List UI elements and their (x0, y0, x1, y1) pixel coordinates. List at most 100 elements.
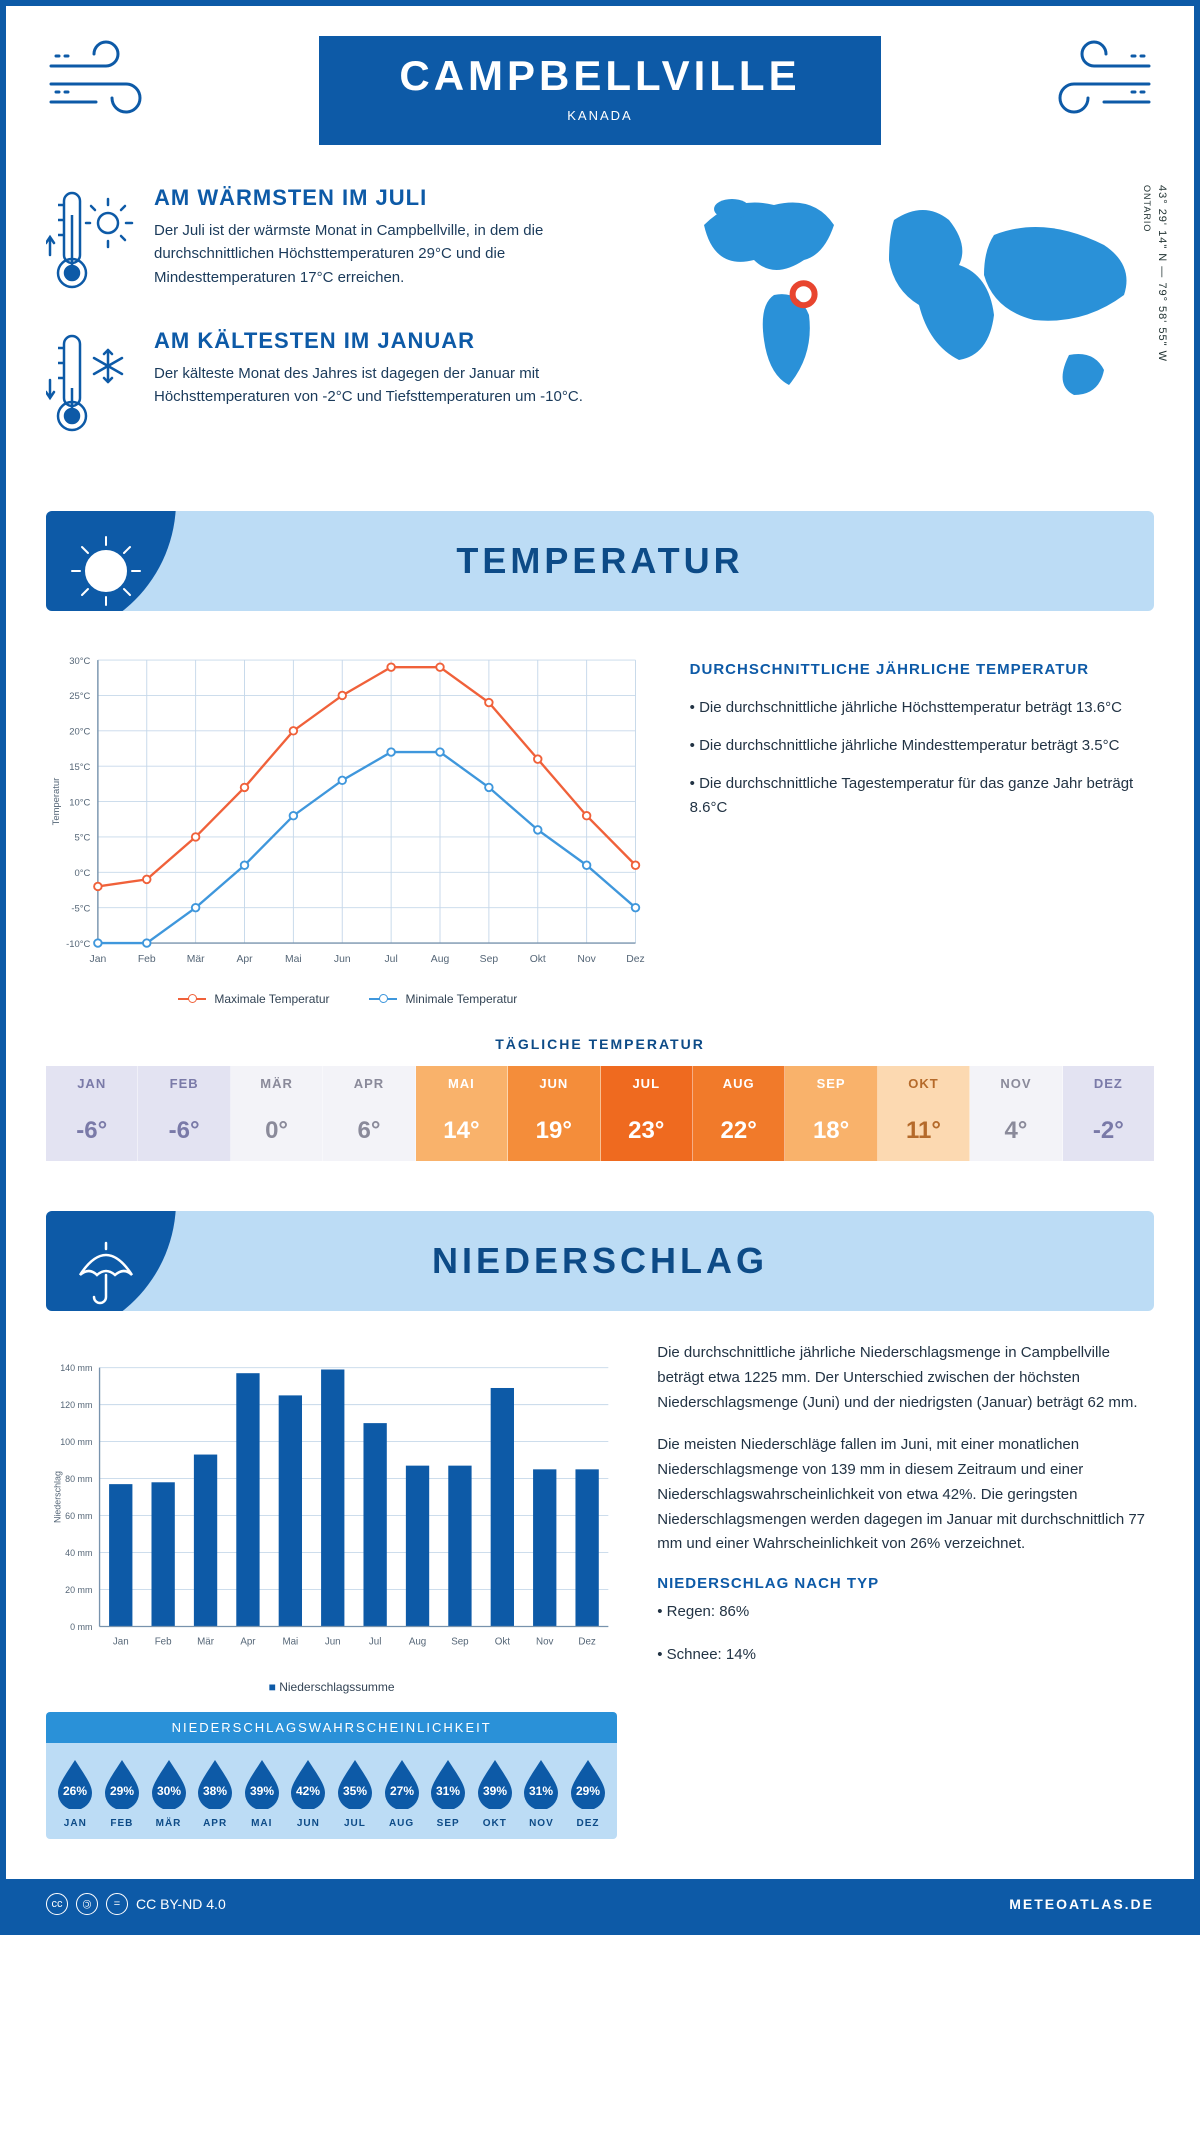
svg-text:Mär: Mär (187, 954, 205, 965)
precip-prob-drop: 31%SEP (425, 1757, 472, 1829)
svg-text:40 mm: 40 mm (65, 1548, 92, 1558)
svg-text:Mai: Mai (285, 954, 302, 965)
temperature-line-chart: -10°C-5°C0°C5°C10°C15°C20°C25°C30°CJanFe… (46, 641, 650, 1006)
world-map: ONTARIO 43° 29' 14" N — 79° 58' 55" W (674, 185, 1154, 471)
svg-text:Feb: Feb (138, 954, 156, 965)
coords-label: 43° 29' 14" N — 79° 58' 55" W (1156, 185, 1168, 362)
daily-cell: JUL23° (601, 1066, 693, 1161)
daily-cell: SEP18° (785, 1066, 877, 1161)
svg-text:35%: 35% (343, 1784, 367, 1798)
svg-text:39%: 39% (250, 1784, 274, 1798)
precip-prob-drop: 38%APR (192, 1757, 239, 1829)
svg-text:27%: 27% (390, 1784, 414, 1798)
svg-text:60 mm: 60 mm (65, 1511, 92, 1521)
precip-bar-chart: 0 mm 20 mm 40 mm 60 mm 80 mm 100 mm 120 mm 140 … (46, 1341, 617, 1671)
svg-text:29%: 29% (110, 1784, 134, 1798)
svg-text:20°C: 20°C (69, 726, 90, 737)
fact-warm-title: AM WÄRMSTEN IM JULI (154, 185, 644, 211)
temperature-title: TEMPERATUR (46, 540, 1154, 582)
svg-text:Jun: Jun (325, 1636, 341, 1647)
country-subtitle: KANADA (399, 108, 800, 123)
daily-cell: JUN19° (508, 1066, 600, 1161)
fact-coldest: AM KÄLTESTEN IM JANUAR Der kälteste Mona… (46, 328, 644, 443)
precip-prob-drop: 27%AUG (378, 1757, 425, 1829)
svg-text:Dez: Dez (578, 1636, 596, 1647)
svg-text:Niederschlag: Niederschlag (52, 1471, 62, 1523)
svg-text:0°C: 0°C (75, 867, 91, 878)
svg-text:Jan: Jan (90, 954, 107, 965)
svg-text:Okt: Okt (495, 1636, 511, 1647)
svg-text:Temperatur: Temperatur (50, 778, 61, 826)
svg-text:Jul: Jul (369, 1636, 382, 1647)
svg-text:Mai: Mai (282, 1636, 298, 1647)
svg-text:Nov: Nov (536, 1636, 554, 1647)
svg-text:26%: 26% (63, 1784, 87, 1798)
precip-prob-drop: 39%OKT (471, 1757, 518, 1829)
daily-temp-title: TÄGLICHE TEMPERATUR (46, 1036, 1154, 1052)
svg-text:140 mm: 140 mm (60, 1363, 92, 1373)
legend-max-temp: Maximale Temperatur (178, 992, 329, 1006)
license: cc🄯= CC BY-ND 4.0 (46, 1893, 226, 1915)
svg-text:Jan: Jan (113, 1636, 129, 1647)
wind-icon-right (1024, 36, 1154, 131)
svg-text:10°C: 10°C (69, 796, 90, 807)
daily-cell: MÄR0° (231, 1066, 323, 1161)
svg-text:Apr: Apr (240, 1636, 256, 1647)
svg-text:20 mm: 20 mm (65, 1585, 92, 1595)
section-bar-temperature: TEMPERATUR (46, 511, 1154, 611)
svg-text:120 mm: 120 mm (60, 1400, 92, 1410)
svg-text:30°C: 30°C (69, 655, 90, 666)
daily-cell: DEZ-2° (1063, 1066, 1154, 1161)
svg-text:Sep: Sep (451, 1636, 469, 1647)
daily-cell: FEB-6° (138, 1066, 230, 1161)
fact-cold-text: Der kälteste Monat des Jahres ist dagege… (154, 362, 644, 409)
temp-bullet: • Die durchschnittliche jährliche Höchst… (690, 696, 1154, 720)
svg-text:25°C: 25°C (69, 690, 90, 701)
title-banner: CAMPBELLVILLE KANADA (319, 36, 880, 145)
precip-prob-drop: 35%JUL (332, 1757, 379, 1829)
fact-warm-text: Der Juli ist der wärmste Monat in Campbe… (154, 219, 644, 289)
footer: cc🄯= CC BY-ND 4.0 METEOATLAS.DE (6, 1879, 1194, 1929)
region-label: ONTARIO (1142, 185, 1152, 232)
precip-legend: Niederschlagssumme (46, 1680, 617, 1694)
precip-snow: • Schnee: 14% (657, 1643, 1154, 1668)
temp-info-title: DURCHSCHNITTLICHE JÄHRLICHE TEMPERATUR (690, 661, 1154, 678)
umbrella-icon (46, 1211, 176, 1311)
temp-bullet: • Die durchschnittliche jährliche Mindes… (690, 734, 1154, 758)
daily-cell: JAN-6° (46, 1066, 138, 1161)
precip-prob-drop: 42%JUN (285, 1757, 332, 1829)
daily-cell: AUG22° (693, 1066, 785, 1161)
svg-text:30%: 30% (157, 1784, 181, 1798)
svg-text:-5°C: -5°C (71, 902, 90, 913)
precip-prob-drop: 29%FEB (99, 1757, 146, 1829)
svg-text:39%: 39% (483, 1784, 507, 1798)
site-name: METEOATLAS.DE (1009, 1896, 1154, 1912)
svg-text:Okt: Okt (530, 954, 546, 965)
svg-text:Sep: Sep (480, 954, 499, 965)
precip-type-title: NIEDERSCHLAG NACH TYP (657, 1575, 1154, 1592)
svg-text:Mär: Mär (197, 1636, 215, 1647)
svg-text:Jun: Jun (334, 954, 351, 965)
precip-prob-drop: 39%MAI (238, 1757, 285, 1829)
wind-icon-left (46, 36, 176, 131)
svg-text:Apr: Apr (236, 954, 253, 965)
precip-title: NIEDERSCHLAG (46, 1240, 1154, 1282)
svg-text:Jul: Jul (385, 954, 398, 965)
svg-text:0 mm: 0 mm (70, 1622, 92, 1632)
precip-text: Die durchschnittliche jährliche Niedersc… (657, 1341, 1154, 1839)
header: CAMPBELLVILLE KANADA (46, 36, 1154, 145)
precip-prob-drop: 26%JAN (52, 1757, 99, 1829)
section-bar-precip: NIEDERSCHLAG (46, 1211, 1154, 1311)
svg-text:5°C: 5°C (75, 832, 91, 843)
svg-text:38%: 38% (203, 1784, 227, 1798)
daily-temp-table: JAN-6°FEB-6°MÄR0°APR6°MAI14°JUN19°JUL23°… (46, 1066, 1154, 1161)
temp-bullet: • Die durchschnittliche Tagestemperatur … (690, 772, 1154, 820)
temperature-info: DURCHSCHNITTLICHE JÄHRLICHE TEMPERATUR •… (690, 641, 1154, 1006)
svg-text:Aug: Aug (431, 954, 450, 965)
svg-text:80 mm: 80 mm (65, 1474, 92, 1484)
svg-text:Dez: Dez (626, 954, 644, 965)
svg-text:15°C: 15°C (69, 761, 90, 772)
daily-cell: NOV4° (970, 1066, 1062, 1161)
svg-text:100 mm: 100 mm (60, 1437, 92, 1447)
sun-icon (46, 511, 176, 611)
